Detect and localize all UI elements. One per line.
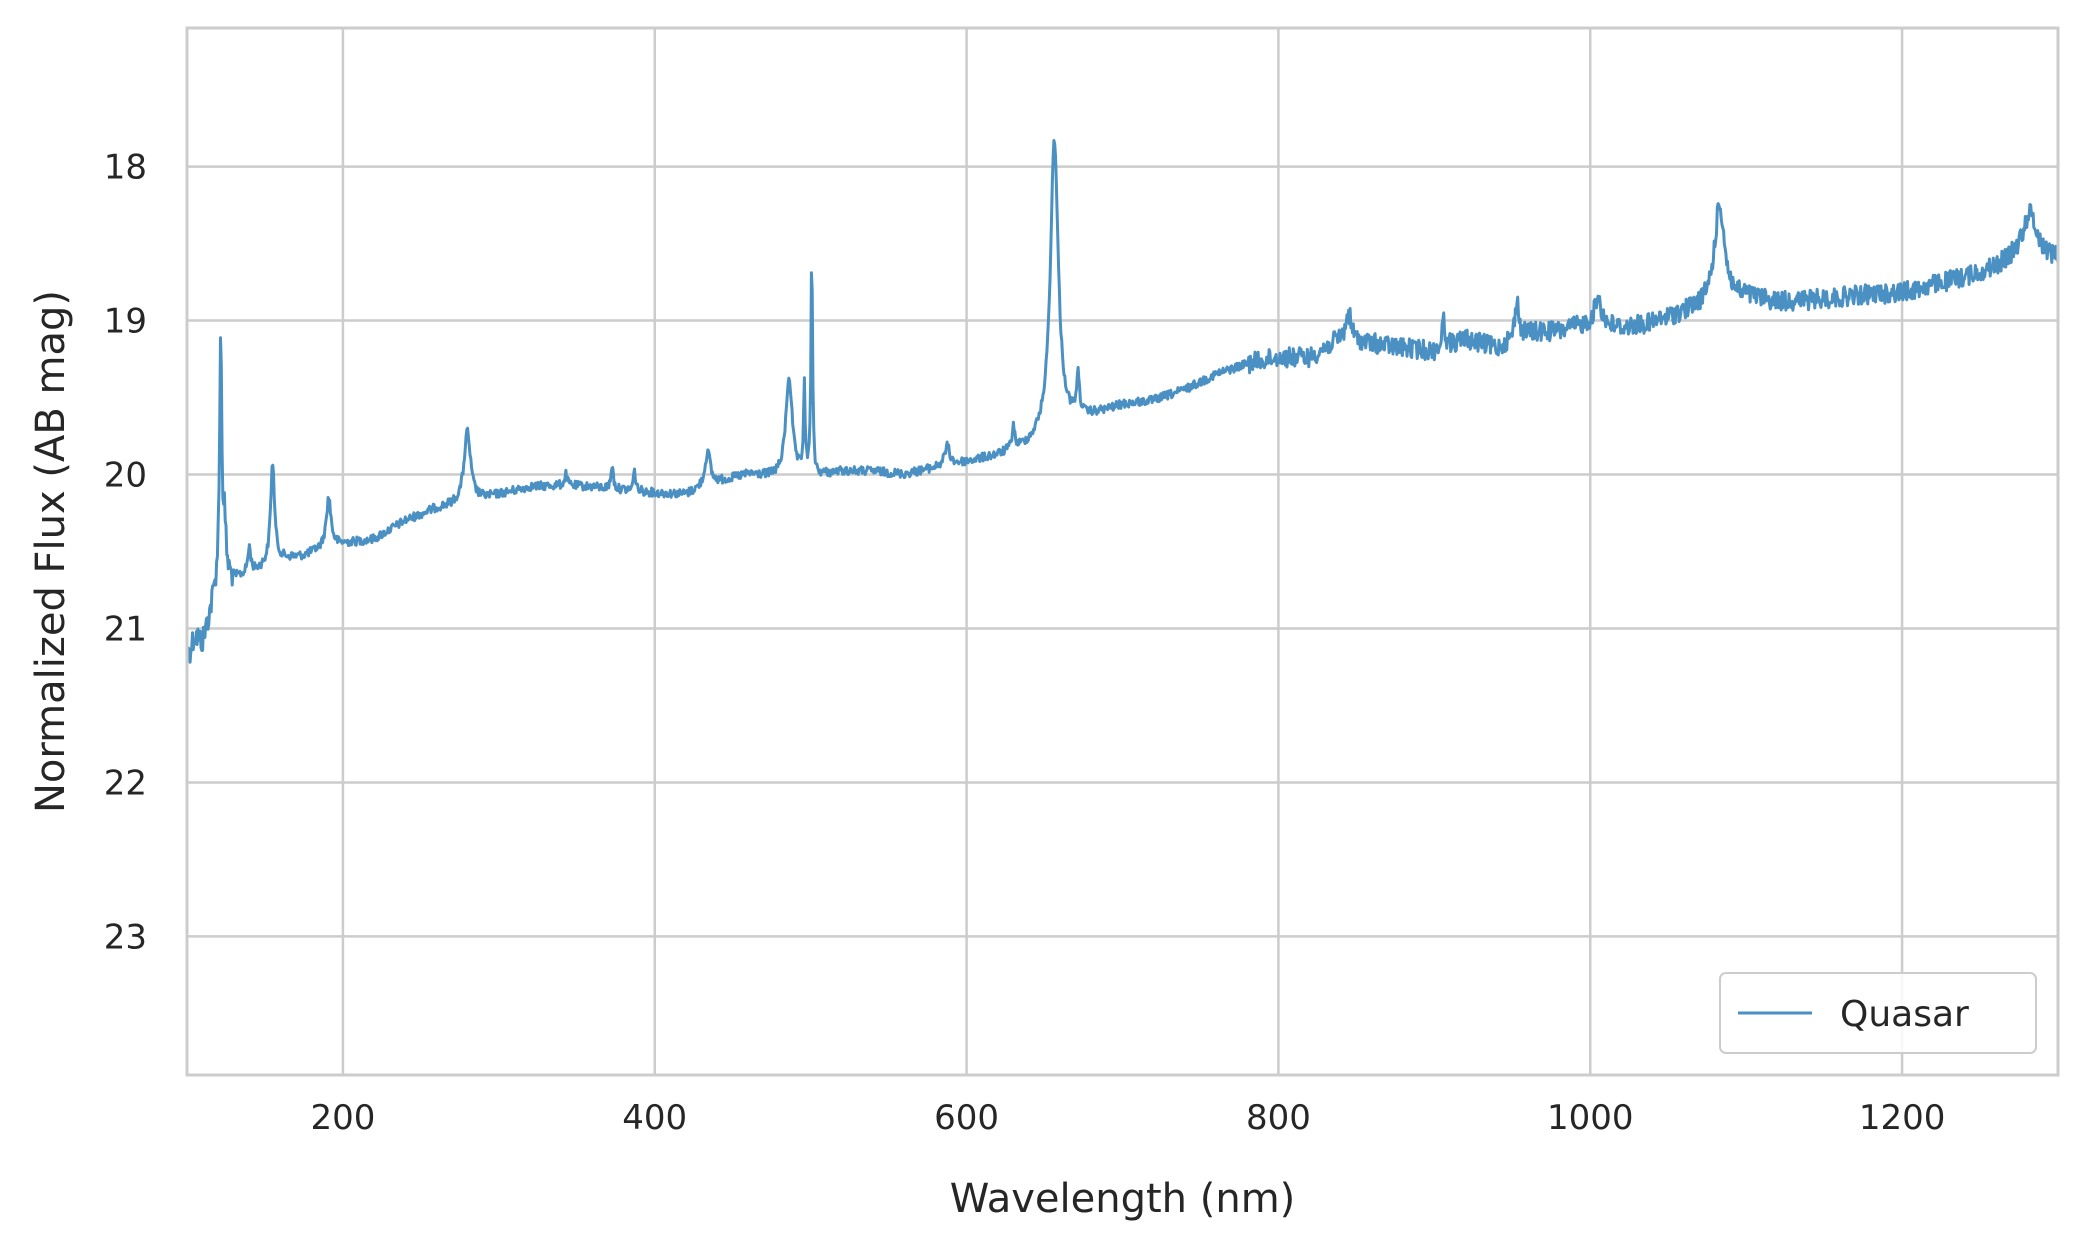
legend-label-quasar: Quasar (1840, 994, 1969, 1035)
y-axis-label: Normalized Flux (AB mag) (28, 290, 74, 813)
x-tick-label: 1000 (1547, 1098, 1634, 1138)
plot-frame (185, 26, 2060, 1077)
x-axis-ticks: 200 400 600 800 1000 1200 (310, 1098, 1945, 1138)
x-axis-label: Wavelength (nm) (950, 1176, 1296, 1222)
grid (187, 28, 2058, 1075)
series-layer (186, 139, 2060, 664)
plot-area (187, 28, 2058, 1075)
legend-box (1719, 972, 2037, 1054)
x-tick-label: 800 (1246, 1098, 1311, 1138)
x-tick-label: 400 (622, 1098, 687, 1138)
y-tick-label: 21 (104, 609, 147, 649)
y-tick-label: 19 (104, 302, 147, 342)
x-tick-label: 600 (934, 1098, 999, 1138)
y-tick-label: 18 (104, 148, 147, 188)
x-tick-label: 1200 (1859, 1098, 1946, 1138)
y-tick-label: 23 (104, 917, 147, 957)
legend: Quasar (1719, 972, 2037, 1054)
series-line-quasar (186, 139, 2060, 664)
y-axis-ticks: 18 19 20 21 22 23 (104, 148, 147, 958)
x-tick-label: 200 (310, 1098, 375, 1138)
y-tick-label: 22 (104, 763, 147, 803)
y-tick-label: 20 (104, 456, 147, 496)
